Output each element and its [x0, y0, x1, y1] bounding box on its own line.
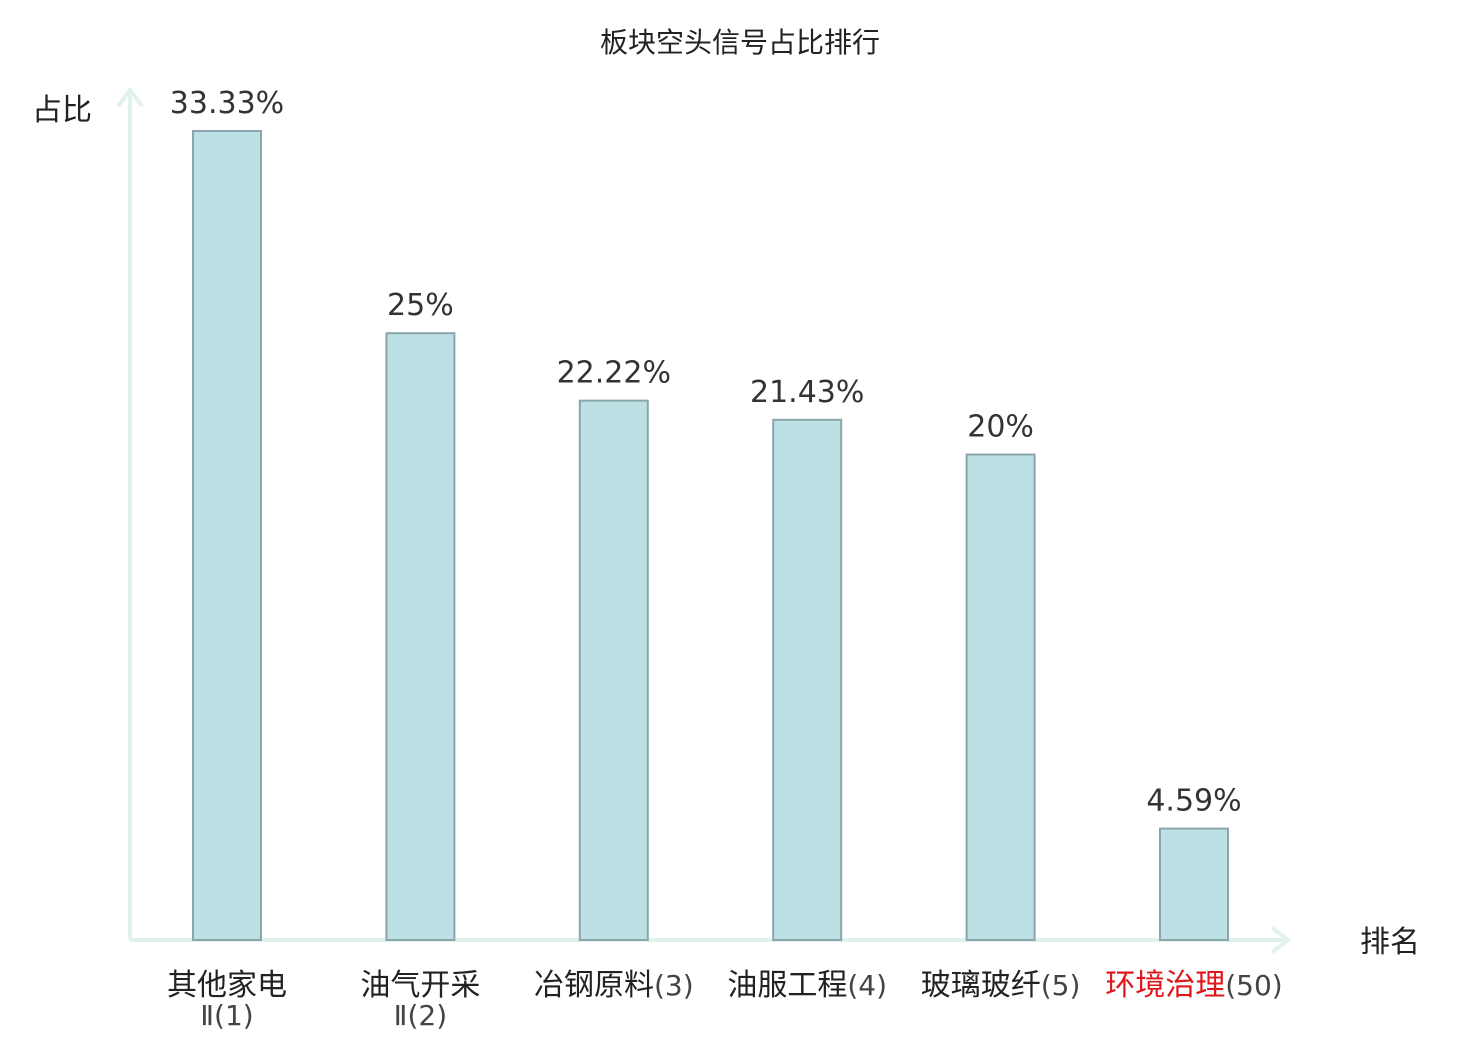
bar-value-label: 4.59%	[1146, 784, 1241, 819]
bar	[1159, 827, 1229, 941]
bar	[192, 130, 262, 941]
bar-value-label: 22.22%	[557, 356, 671, 391]
value-labels-group: 33.33% 25% 22.22% 21.43% 20% 4.59%	[170, 86, 1242, 819]
category-label: 油气开采	[360, 968, 480, 1003]
category-rank: Ⅱ(1)	[200, 999, 253, 1032]
category-label: 玻璃玻纤(5)	[921, 968, 1081, 1003]
bar-value-label: 25%	[387, 288, 454, 323]
category-rank: Ⅱ(2)	[394, 999, 447, 1032]
category-label: 环境治理(50)	[1105, 968, 1282, 1003]
y-axis-label: 占比	[32, 93, 92, 128]
bar	[578, 399, 649, 941]
x-axis-label: 排名	[1360, 925, 1420, 960]
bar-value-label: 33.33%	[170, 86, 284, 121]
chart-title: 板块空头信号占比排行	[600, 26, 880, 59]
x-axis-arrow	[1270, 926, 1292, 954]
bar	[772, 418, 843, 942]
category-label: 油服工程(4)	[727, 968, 887, 1003]
bar	[965, 453, 1036, 941]
bar	[385, 332, 456, 941]
bar-value-label: 20%	[967, 410, 1034, 445]
y-axis-arrow	[116, 86, 144, 108]
category-label: 其他家电	[167, 968, 287, 1003]
bar-value-label: 21.43%	[750, 375, 864, 410]
category-label: 冶钢原料(3)	[534, 968, 694, 1003]
bars-group	[192, 130, 1229, 942]
